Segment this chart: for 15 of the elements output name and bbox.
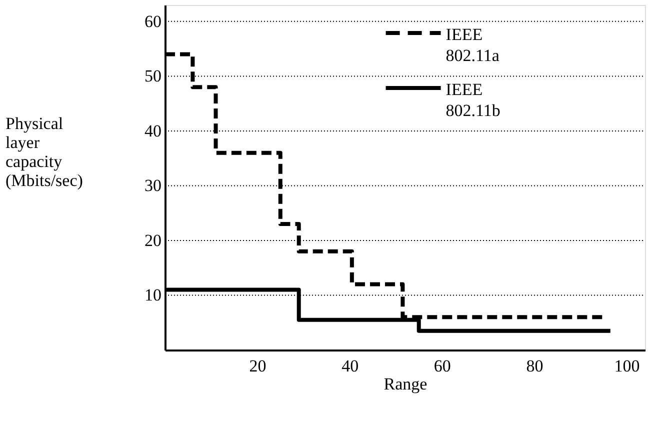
y-tick-label: 30 bbox=[144, 176, 162, 196]
y-tick-label: 60 bbox=[144, 12, 162, 31]
y-tick-label: 50 bbox=[144, 66, 162, 86]
y-tick-label: 20 bbox=[144, 230, 162, 250]
x-tick-label: 40 bbox=[342, 356, 359, 376]
y-tick-label: 10 bbox=[144, 286, 162, 305]
y-tick-label: 40 bbox=[144, 121, 162, 140]
x-tick-label: 20 bbox=[249, 356, 266, 376]
x-tick-label: 100 bbox=[614, 356, 640, 376]
legend-label: IEEE 802.11b bbox=[446, 80, 500, 120]
legend-label: IEEE 802.11a bbox=[446, 25, 500, 65]
y-axis-title: Physical layer capacity (Mbits/sec) bbox=[6, 114, 83, 190]
x-tick-label: 60 bbox=[434, 356, 451, 376]
x-axis-title: Range bbox=[384, 374, 428, 394]
x-tick-label: 80 bbox=[526, 356, 544, 376]
